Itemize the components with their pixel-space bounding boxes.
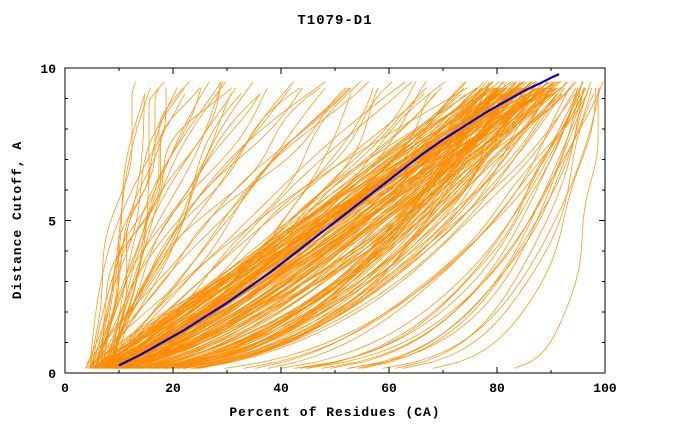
y-tick-label: 0 — [48, 367, 56, 382]
x-tick-label: 20 — [165, 381, 181, 396]
x-tick-label: 60 — [381, 381, 397, 396]
y-tick-label: 5 — [48, 215, 56, 230]
y-tick-label: 10 — [40, 62, 56, 77]
x-tick-label: 0 — [61, 381, 69, 396]
prediction-curves-layer — [85, 81, 604, 369]
y-axis-label: Distance Cutoff, A — [10, 141, 25, 299]
x-tick-label: 80 — [489, 381, 505, 396]
chart-title: T1079-D1 — [297, 13, 372, 29]
highlighted-model-curve — [118, 73, 560, 367]
x-tick-label: 40 — [273, 381, 289, 396]
x-axis-label: Percent of Residues (CA) — [229, 405, 440, 420]
x-tick-label: 100 — [593, 381, 617, 396]
axis-ticks: 0 20 40 60 80 100 0 5 10 — [40, 62, 617, 396]
